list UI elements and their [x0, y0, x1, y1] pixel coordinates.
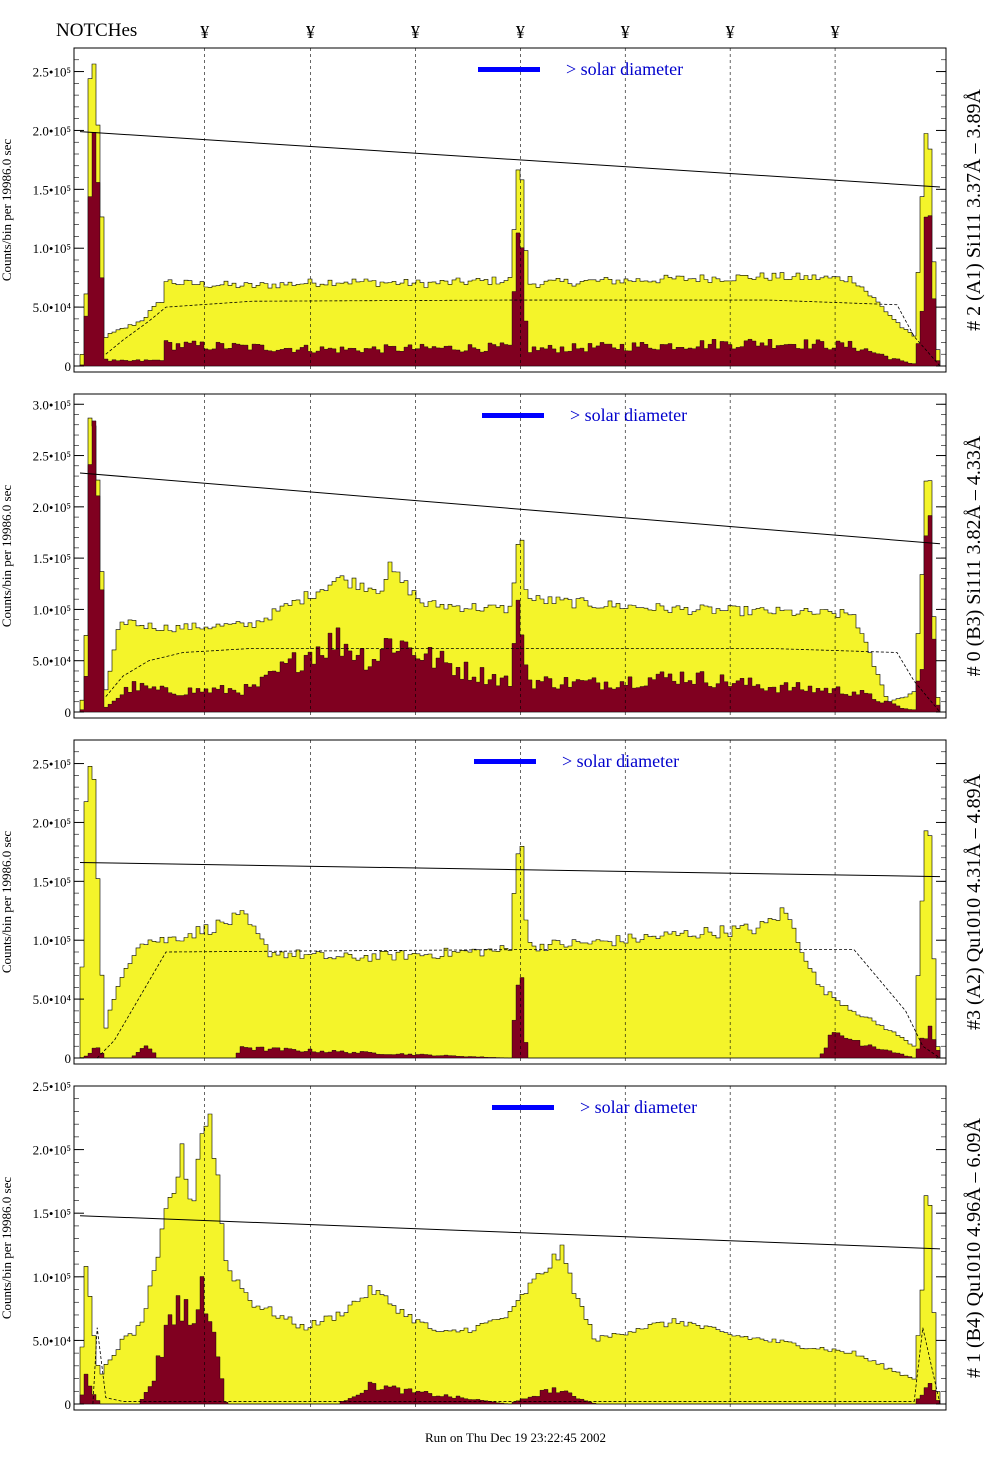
panel-title: # 1 (B4) Qu1010 4.96Å – 6.09Å — [963, 1117, 985, 1378]
y-axis-label: Counts/bin per 19986.0 sec — [0, 485, 14, 627]
y-tick-label: 1.0•10⁵ — [33, 602, 71, 617]
panel-title: # 2 (A1) Si111 3.37Å – 3.89Å — [963, 89, 985, 331]
y-tick-label: 2.5•10⁵ — [33, 1079, 71, 1094]
y-tick-label: 5.0•10⁴ — [33, 300, 72, 315]
legend-solar-text: > solar diameter — [570, 405, 687, 425]
signal-histogram — [79, 420, 941, 713]
legend-solar-text: > solar diameter — [562, 751, 679, 771]
reference-curve — [79, 861, 941, 878]
y-tick-label: 0 — [65, 1397, 72, 1412]
y-tick-label: 0 — [65, 359, 72, 374]
envelope-histogram — [79, 766, 941, 1059]
legend-solar-bar — [474, 759, 536, 764]
legend-solar-bar — [482, 413, 544, 418]
panel-frame — [73, 393, 947, 719]
y-tick-label: 2.5•10⁵ — [33, 65, 71, 80]
panel-frame — [73, 1085, 947, 1411]
reference-curve — [79, 131, 941, 188]
model-curve — [105, 299, 941, 367]
notch-marker-4: ¥ — [516, 22, 525, 42]
y-tick-label: 5.0•10⁴ — [33, 992, 72, 1007]
signal-histogram — [79, 977, 941, 1059]
signal-histogram — [79, 1276, 941, 1405]
y-tick-label: 1.5•10⁵ — [33, 182, 71, 197]
envelope-histogram — [79, 63, 941, 367]
notch-marker-3: ¥ — [411, 22, 420, 42]
chart-panels: 0 5.0•10⁴ 1.0•10⁵ 1.5•10⁵ 2.0•10⁵ 2.5•10⁵ Coun… — [0, 47, 985, 1412]
y-axis-label: Counts/bin per 19986.0 sec — [0, 139, 14, 281]
legend-solar-text: > solar diameter — [580, 1097, 697, 1117]
chart-panel-2: 0 5.0•10⁴ 1.0•10⁵ 1.5•10⁵ 2.0•10⁵ 2.5•10⁵ 3.0•… — [0, 393, 985, 720]
notch-marker-5: ¥ — [621, 22, 630, 42]
y-tick-label: 2.0•10⁵ — [33, 123, 71, 138]
model-curve — [92, 1327, 941, 1405]
notch-marker-1: ¥ — [200, 22, 209, 42]
notches-label: NOTCHes — [56, 20, 138, 41]
y-tick-label: 5.0•10⁴ — [33, 654, 72, 669]
y-tick-label: 1.0•10⁵ — [33, 1270, 71, 1285]
panel-title: # 0 (B3) Si111 3.82Å – 4.33Å — [963, 435, 985, 676]
y-tick-label: 3.0•10⁵ — [33, 397, 71, 412]
y-tick-label: 1.5•10⁵ — [33, 551, 71, 566]
y-tick-label: 0 — [65, 705, 72, 720]
panel-frame — [73, 739, 947, 1065]
y-tick-label: 2.5•10⁵ — [33, 757, 71, 772]
legend-solar-text: > solar diameter — [566, 59, 683, 79]
y-axis-label: Counts/bin per 19986.0 sec — [0, 831, 14, 973]
notch-markers: ¥ ¥ ¥ ¥ ¥ ¥ ¥ — [200, 22, 839, 42]
envelope-histogram — [79, 417, 941, 713]
run-timestamp: Run on Thu Dec 19 23:22:45 2002 — [425, 1430, 607, 1445]
reference-curve — [79, 1215, 941, 1250]
y-tick-label: 2.5•10⁵ — [33, 449, 71, 464]
y-tick-label: 2.0•10⁵ — [33, 1143, 71, 1158]
y-tick-label: 1.0•10⁵ — [33, 933, 71, 948]
chart-panel-4: 0 5.0•10⁴ 1.0•10⁵ 1.5•10⁵ 2.0•10⁵ 2.5•10⁵ Coun… — [0, 1079, 985, 1412]
signal-histogram — [79, 132, 941, 367]
y-tick-label: 2.0•10⁵ — [33, 500, 71, 515]
notch-marker-2: ¥ — [306, 22, 315, 42]
chart-panel-3: 0 5.0•10⁴ 1.0•10⁵ 1.5•10⁵ 2.0•10⁵ 2.5•10⁵ Coun… — [0, 739, 985, 1066]
legend-solar-bar — [492, 1105, 554, 1110]
y-tick-label: 1.0•10⁵ — [33, 241, 71, 256]
model-curve — [96, 949, 941, 1059]
y-tick-label: 2.0•10⁵ — [33, 815, 71, 830]
chart-panel-1: 0 5.0•10⁴ 1.0•10⁵ 1.5•10⁵ 2.0•10⁵ 2.5•10⁵ Coun… — [0, 47, 985, 374]
y-tick-label: 1.5•10⁵ — [33, 874, 71, 889]
legend-solar-bar — [478, 67, 540, 72]
panel-title: #3 (A2) Qu1010 4.31Å – 4.89Å — [963, 773, 985, 1030]
panel-frame — [73, 47, 947, 373]
notch-marker-7: ¥ — [831, 22, 840, 42]
y-axis-label: Counts/bin per 19986.0 sec — [0, 1177, 14, 1319]
reference-curve — [79, 472, 941, 545]
envelope-histogram — [79, 1113, 941, 1405]
y-tick-label: 1.5•10⁵ — [33, 1206, 71, 1221]
notch-marker-6: ¥ — [726, 22, 735, 42]
model-curve — [105, 648, 941, 713]
y-tick-label: 0 — [65, 1051, 72, 1066]
y-tick-label: 5.0•10⁴ — [33, 1333, 72, 1348]
